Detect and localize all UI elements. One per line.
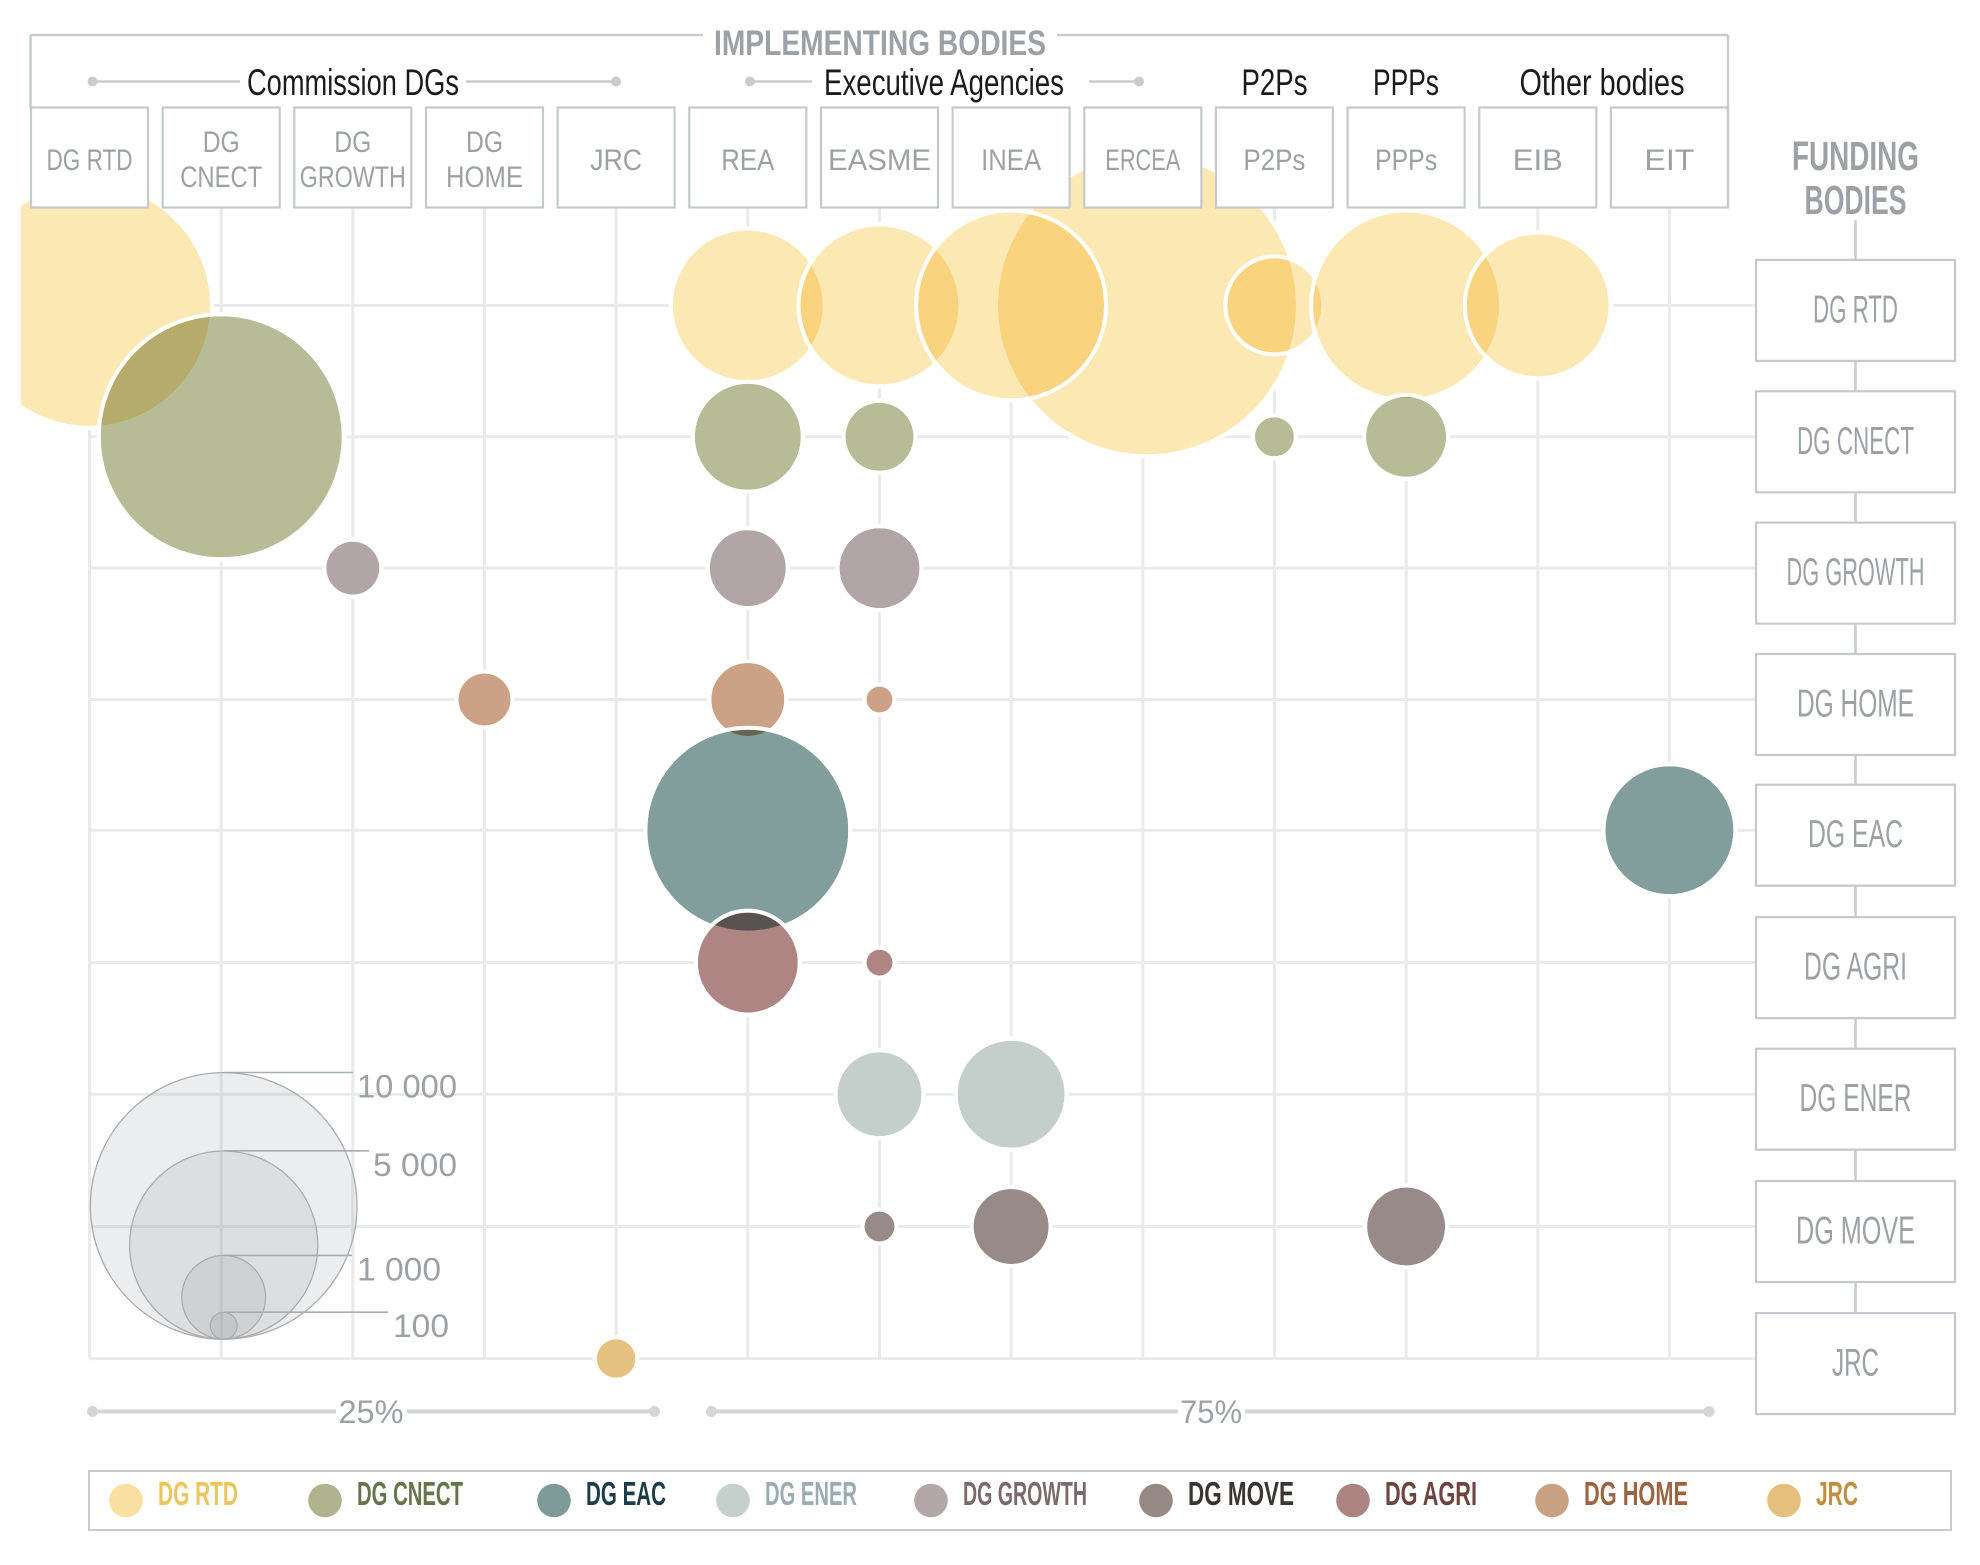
svg-text:FUNDING: FUNDING <box>1792 133 1919 179</box>
svg-text:DG ENER: DG ENER <box>765 1475 857 1512</box>
svg-text:DG HOME: DG HOME <box>1584 1475 1688 1512</box>
svg-text:75%: 75% <box>1180 1394 1242 1430</box>
svg-text:IMPLEMENTING BODIES: IMPLEMENTING BODIES <box>714 24 1046 63</box>
svg-text:DG CNECT: DG CNECT <box>1797 420 1914 463</box>
svg-text:Other bodies: Other bodies <box>1520 62 1685 103</box>
svg-text:DG AGRI: DG AGRI <box>1385 1475 1477 1512</box>
svg-text:10 000: 10 000 <box>357 1069 457 1105</box>
svg-text:JRC: JRC <box>1832 1342 1879 1385</box>
svg-text:GROWTH: GROWTH <box>300 161 406 194</box>
svg-text:INEA: INEA <box>981 144 1041 177</box>
svg-text:1 000: 1 000 <box>357 1251 441 1287</box>
svg-text:DG: DG <box>334 126 371 159</box>
svg-text:EIB: EIB <box>1513 144 1563 177</box>
svg-text:DG EAC: DG EAC <box>1808 813 1903 856</box>
svg-text:Commission DGs: Commission DGs <box>247 62 459 103</box>
svg-text:DG EAC: DG EAC <box>586 1475 666 1512</box>
svg-text:5 000: 5 000 <box>373 1147 457 1183</box>
svg-text:DG RTD: DG RTD <box>47 144 133 177</box>
svg-text:DG AGRI: DG AGRI <box>1804 946 1907 989</box>
svg-text:JRC: JRC <box>1816 1475 1858 1512</box>
svg-text:DG MOVE: DG MOVE <box>1796 1210 1915 1253</box>
svg-text:DG CNECT: DG CNECT <box>357 1475 463 1512</box>
svg-text:DG: DG <box>466 126 503 159</box>
svg-text:Executive Agencies: Executive Agencies <box>824 62 1064 103</box>
svg-text:100: 100 <box>393 1308 449 1344</box>
svg-text:HOME: HOME <box>446 161 523 194</box>
svg-text:PPPs: PPPs <box>1375 144 1437 177</box>
svg-text:DG GROWTH: DG GROWTH <box>963 1475 1087 1512</box>
svg-text:EIT: EIT <box>1644 144 1694 177</box>
svg-text:DG MOVE: DG MOVE <box>1188 1475 1294 1512</box>
svg-text:P2Ps: P2Ps <box>1242 62 1308 103</box>
svg-text:25%: 25% <box>339 1394 404 1430</box>
svg-text:BODIES: BODIES <box>1805 177 1907 223</box>
svg-text:DG RTD: DG RTD <box>1813 288 1898 331</box>
svg-text:CNECT: CNECT <box>180 161 262 194</box>
svg-text:DG HOME: DG HOME <box>1797 683 1914 726</box>
svg-text:REA: REA <box>721 144 774 177</box>
svg-text:PPPs: PPPs <box>1373 62 1439 103</box>
svg-text:EASME: EASME <box>828 144 931 177</box>
svg-text:DG ENER: DG ENER <box>1800 1077 1912 1120</box>
svg-text:P2Ps: P2Ps <box>1243 144 1305 177</box>
svg-text:DG RTD: DG RTD <box>158 1475 238 1512</box>
svg-text:DG: DG <box>203 126 240 159</box>
svg-text:DG GROWTH: DG GROWTH <box>1787 551 1925 594</box>
svg-text:JRC: JRC <box>590 144 642 177</box>
svg-text:ERCEA: ERCEA <box>1105 144 1180 177</box>
